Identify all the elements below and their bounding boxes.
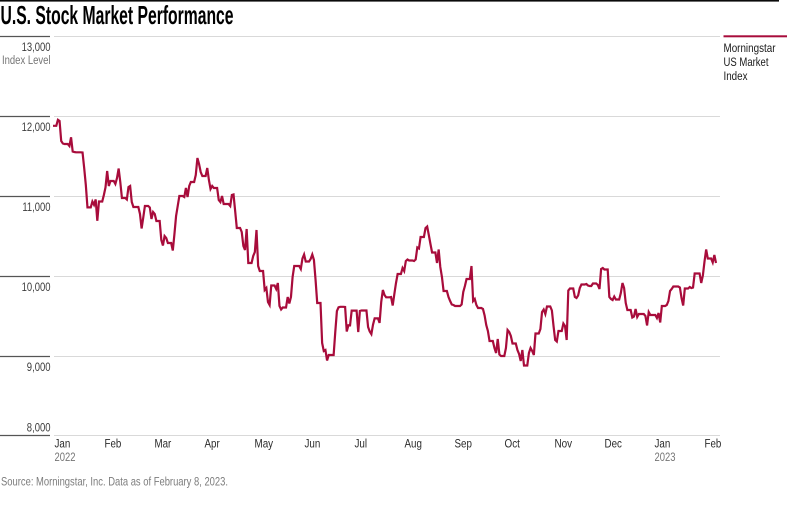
svg-text:8,000: 8,000 (27, 420, 51, 434)
svg-text:11,000: 11,000 (22, 200, 50, 214)
svg-text:May: May (255, 436, 274, 450)
svg-text:Jun: Jun (305, 436, 321, 450)
svg-text:10,000: 10,000 (22, 280, 51, 294)
svg-text:2022: 2022 (55, 450, 76, 464)
svg-text:U.S. Stock Market Performance: U.S. Stock Market Performance (1, 0, 234, 30)
svg-text:Source: Morningstar, Inc. Data: Source: Morningstar, Inc. Data as of Feb… (1, 475, 228, 489)
svg-text:Index: Index (724, 69, 749, 83)
svg-text:Oct: Oct (505, 436, 521, 450)
svg-text:Mar: Mar (155, 436, 172, 450)
svg-text:9,000: 9,000 (27, 360, 51, 374)
svg-text:2023: 2023 (655, 450, 676, 464)
svg-text:Nov: Nov (555, 436, 573, 450)
svg-text:Morningstar: Morningstar (724, 41, 776, 55)
svg-text:US Market: US Market (724, 55, 769, 69)
svg-text:Feb: Feb (105, 436, 122, 450)
svg-text:Feb: Feb (705, 436, 722, 450)
svg-text:Jan: Jan (55, 436, 71, 450)
svg-text:Dec: Dec (605, 436, 622, 450)
svg-text:12,000: 12,000 (22, 120, 51, 134)
svg-text:Aug: Aug (405, 436, 423, 450)
svg-text:Apr: Apr (205, 436, 220, 450)
svg-text:Index Level: Index Level (2, 53, 51, 67)
svg-text:Jan: Jan (655, 436, 671, 450)
svg-text:13,000: 13,000 (22, 40, 51, 54)
svg-text:Sep: Sep (455, 436, 473, 450)
svg-text:Jul: Jul (355, 436, 368, 450)
